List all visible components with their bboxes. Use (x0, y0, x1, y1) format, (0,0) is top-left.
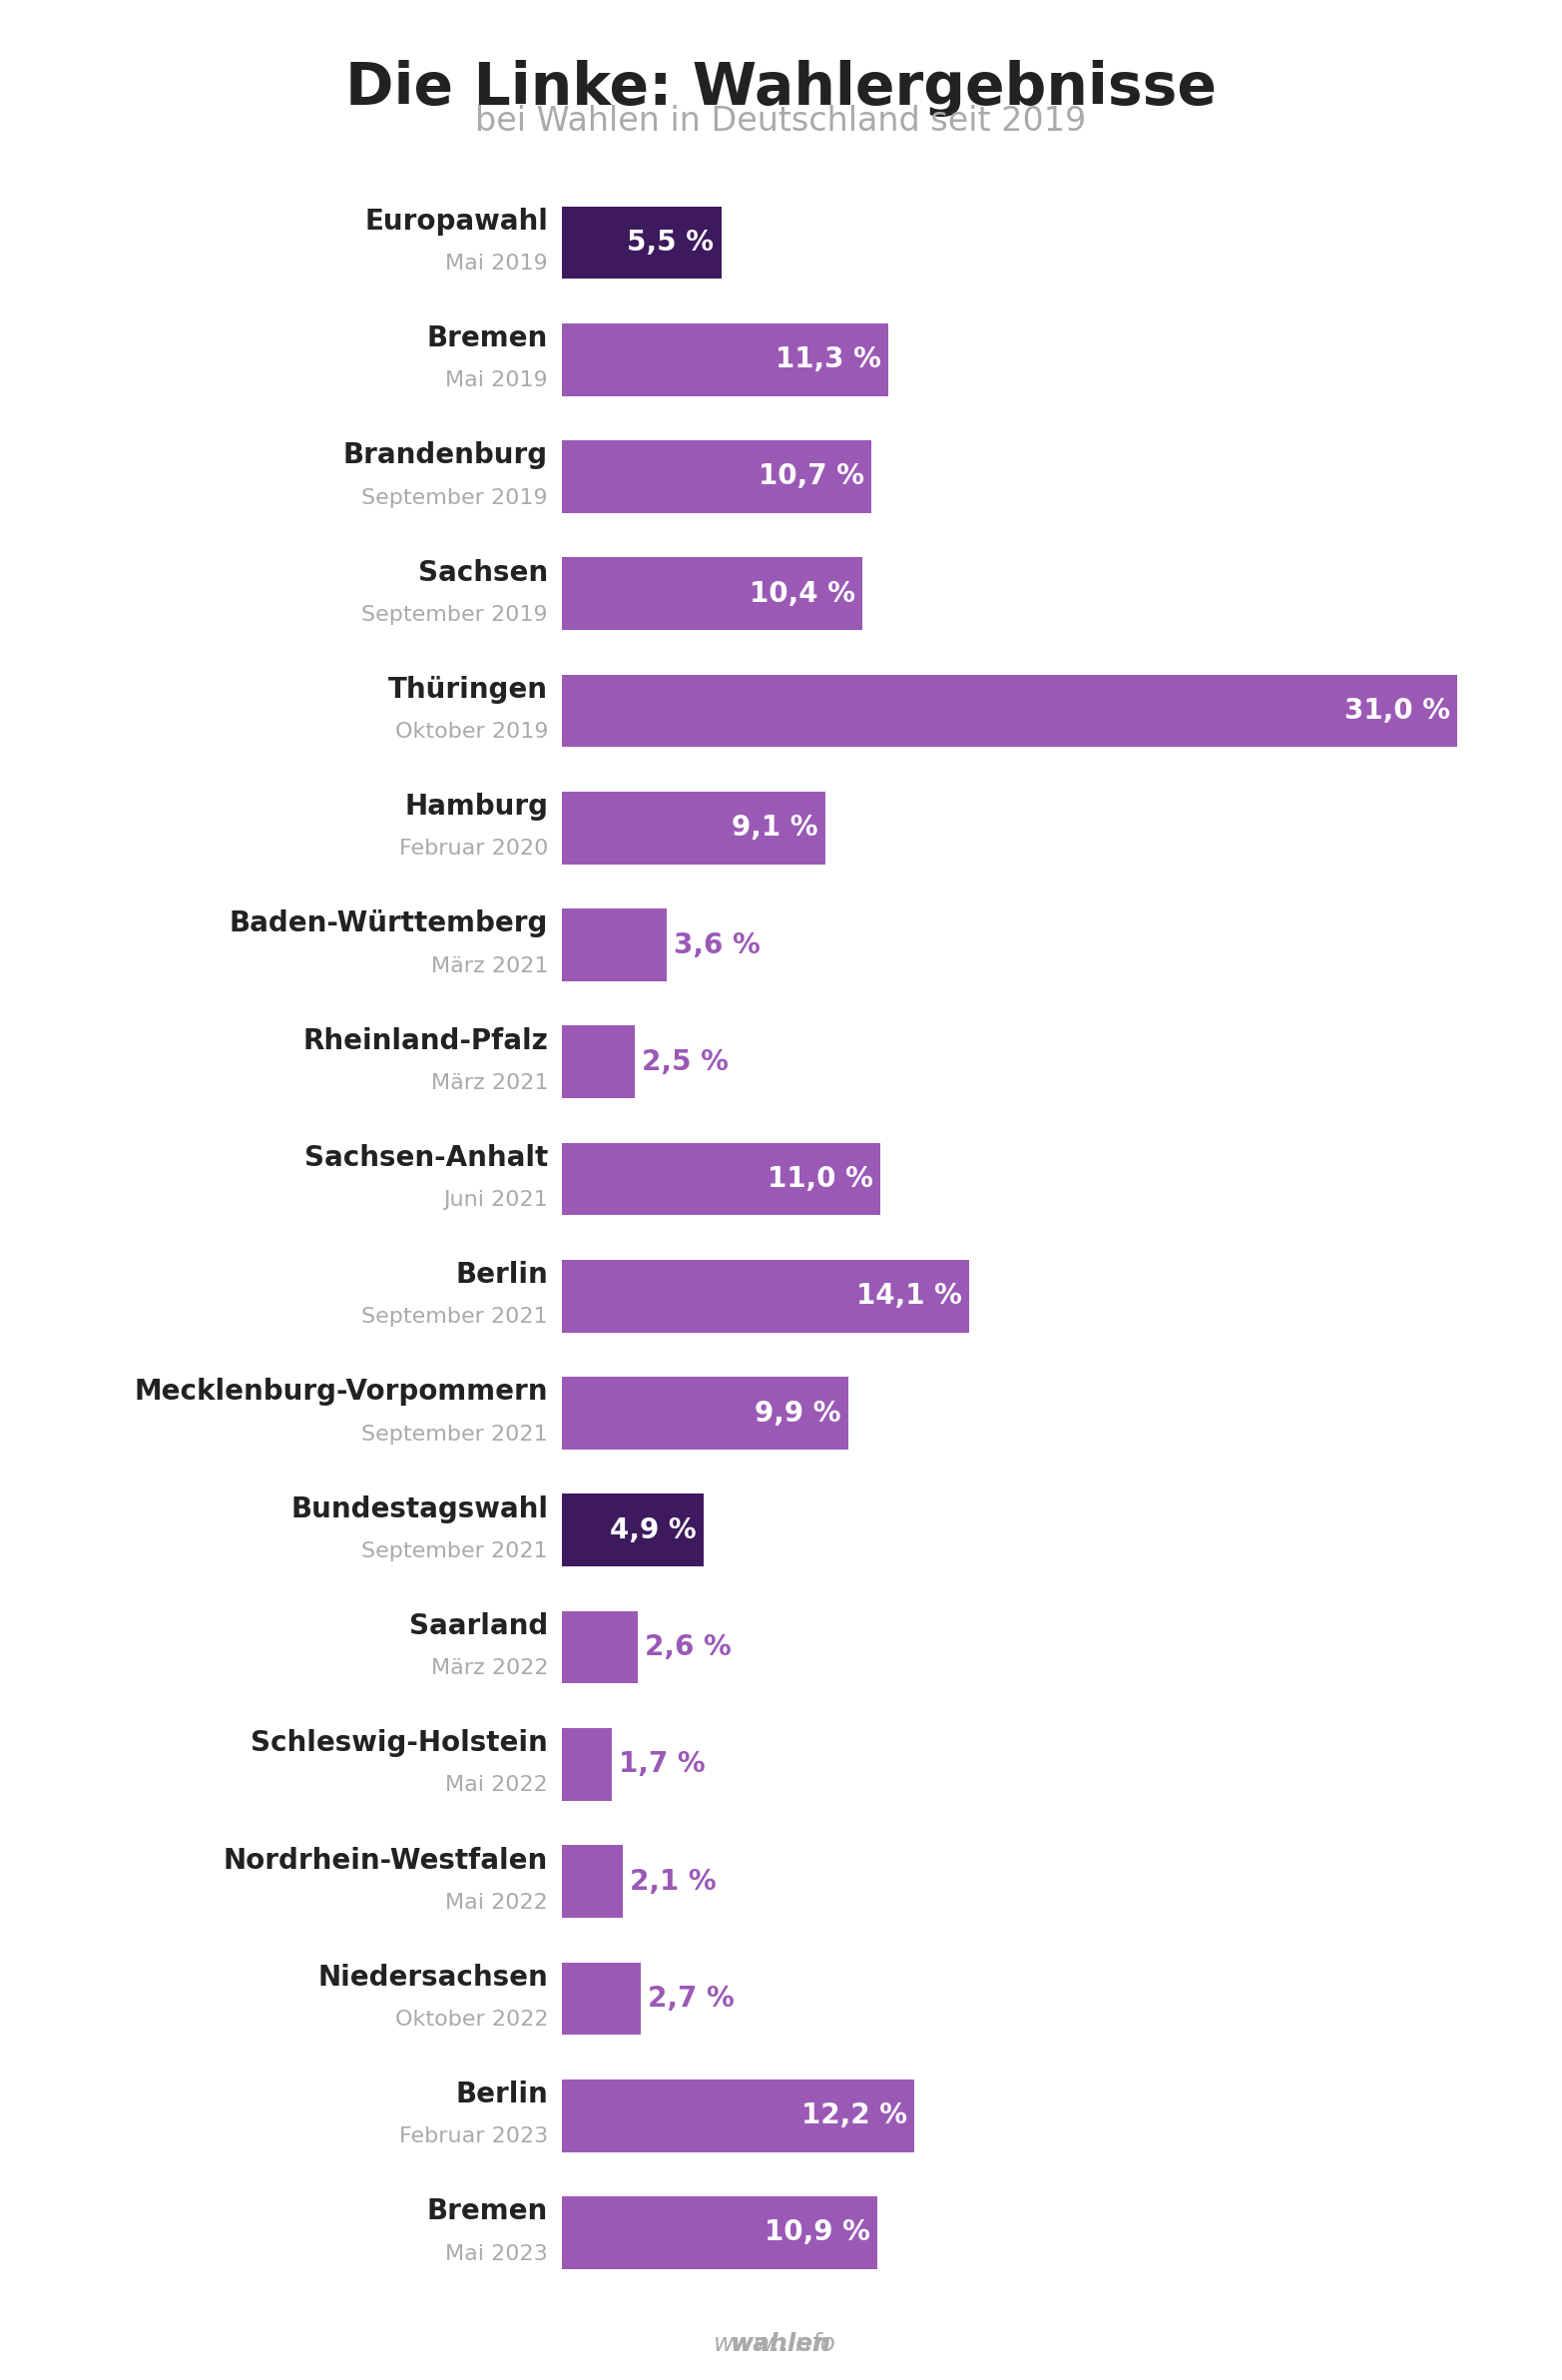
Text: 2,1 %: 2,1 % (629, 1868, 717, 1894)
Text: Niedersachsen: Niedersachsen (317, 1964, 548, 1992)
Bar (562, 1495, 704, 1566)
Text: Mai 2019: Mai 2019 (445, 371, 548, 390)
Text: bei Wahlen in Deutschland seit 2019: bei Wahlen in Deutschland seit 2019 (475, 105, 1087, 138)
Bar (562, 1844, 623, 1918)
Text: 10,4 %: 10,4 % (750, 581, 856, 607)
Text: 1,7 %: 1,7 % (619, 1749, 704, 1778)
Text: 3,6 %: 3,6 % (673, 931, 761, 959)
Text: September 2019: September 2019 (362, 488, 548, 507)
Bar (562, 1728, 611, 1802)
Text: Thüringen: Thüringen (389, 676, 548, 704)
Text: 31,0 %: 31,0 % (1345, 697, 1450, 726)
Text: 14,1 %: 14,1 % (856, 1283, 962, 1309)
Text: Berlin: Berlin (456, 1261, 548, 1290)
Text: 9,9 %: 9,9 % (754, 1399, 840, 1428)
Text: wahlen: wahlen (731, 2332, 831, 2356)
Text: Mai 2019: Mai 2019 (445, 255, 548, 274)
Bar (562, 2197, 876, 2268)
Text: 9,1 %: 9,1 % (731, 814, 818, 843)
Bar (562, 324, 889, 395)
Text: September 2021: September 2021 (362, 1423, 548, 1445)
Text: 5,5 %: 5,5 % (626, 228, 714, 257)
Text: Februar 2020: Februar 2020 (398, 838, 548, 859)
Text: Brandenburg: Brandenburg (344, 443, 548, 469)
Text: Mai 2022: Mai 2022 (445, 1892, 548, 1914)
Text: Europawahl: Europawahl (364, 207, 548, 236)
Bar (562, 909, 667, 981)
Text: Hamburg: Hamburg (405, 793, 548, 821)
Text: 2,5 %: 2,5 % (642, 1047, 728, 1076)
Bar (562, 440, 872, 514)
Bar (562, 2080, 915, 2152)
Text: www.: www. (714, 2332, 781, 2356)
Text: März 2021: März 2021 (431, 957, 548, 976)
Text: Sachsen-Anhalt: Sachsen-Anhalt (305, 1145, 548, 1171)
Text: 12,2 %: 12,2 % (801, 2102, 908, 2130)
Text: Sachsen: Sachsen (419, 559, 548, 585)
Text: Bremen: Bremen (426, 324, 548, 352)
Text: Oktober 2019: Oktober 2019 (395, 721, 548, 743)
Text: Februar 2023: Februar 2023 (398, 2128, 548, 2147)
Text: Oktober 2022: Oktober 2022 (395, 2009, 548, 2030)
Text: Nordrhein-Westfalen: Nordrhein-Westfalen (223, 1847, 548, 1875)
Bar (562, 1259, 970, 1333)
Text: 11,3 %: 11,3 % (776, 345, 881, 374)
Text: Die Linke: Wahlergebnisse: Die Linke: Wahlergebnisse (345, 60, 1217, 117)
Bar (562, 1961, 640, 2035)
Text: Rheinland-Pfalz: Rheinland-Pfalz (303, 1026, 548, 1054)
Text: 4,9 %: 4,9 % (611, 1516, 697, 1545)
Text: Mecklenburg-Vorpommern: Mecklenburg-Vorpommern (134, 1378, 548, 1407)
Text: 2,7 %: 2,7 % (648, 1985, 734, 2013)
Text: Bremen: Bremen (426, 2197, 548, 2225)
Text: Bundestagswahl: Bundestagswahl (291, 1495, 548, 1523)
Text: September 2019: September 2019 (362, 605, 548, 626)
Text: Saarland: Saarland (409, 1611, 548, 1640)
Bar (562, 1026, 634, 1097)
Bar (562, 1611, 637, 1683)
Text: 2,6 %: 2,6 % (645, 1633, 731, 1661)
Text: September 2021: September 2021 (362, 1542, 548, 1561)
Text: März 2021: März 2021 (431, 1073, 548, 1092)
Text: Baden-Württemberg: Baden-Württemberg (230, 909, 548, 938)
Text: Mai 2022: Mai 2022 (445, 1775, 548, 1795)
Text: Juni 2021: Juni 2021 (444, 1190, 548, 1209)
Bar (562, 674, 1457, 747)
Bar (562, 557, 862, 631)
Text: Mai 2023: Mai 2023 (445, 2244, 548, 2263)
Text: Schleswig-Holstein: Schleswig-Holstein (251, 1730, 548, 1756)
Bar (562, 1378, 848, 1449)
Bar (562, 793, 825, 864)
Bar (562, 207, 722, 278)
Text: 11,0 %: 11,0 % (767, 1166, 873, 1192)
Text: 10,7 %: 10,7 % (758, 462, 864, 490)
Bar (562, 1142, 879, 1216)
Text: September 2021: September 2021 (362, 1307, 548, 1328)
Text: Berlin: Berlin (456, 2080, 548, 2109)
Text: .info: .info (781, 2332, 836, 2356)
Text: März 2022: März 2022 (431, 1659, 548, 1678)
Text: 10,9 %: 10,9 % (764, 2218, 870, 2247)
